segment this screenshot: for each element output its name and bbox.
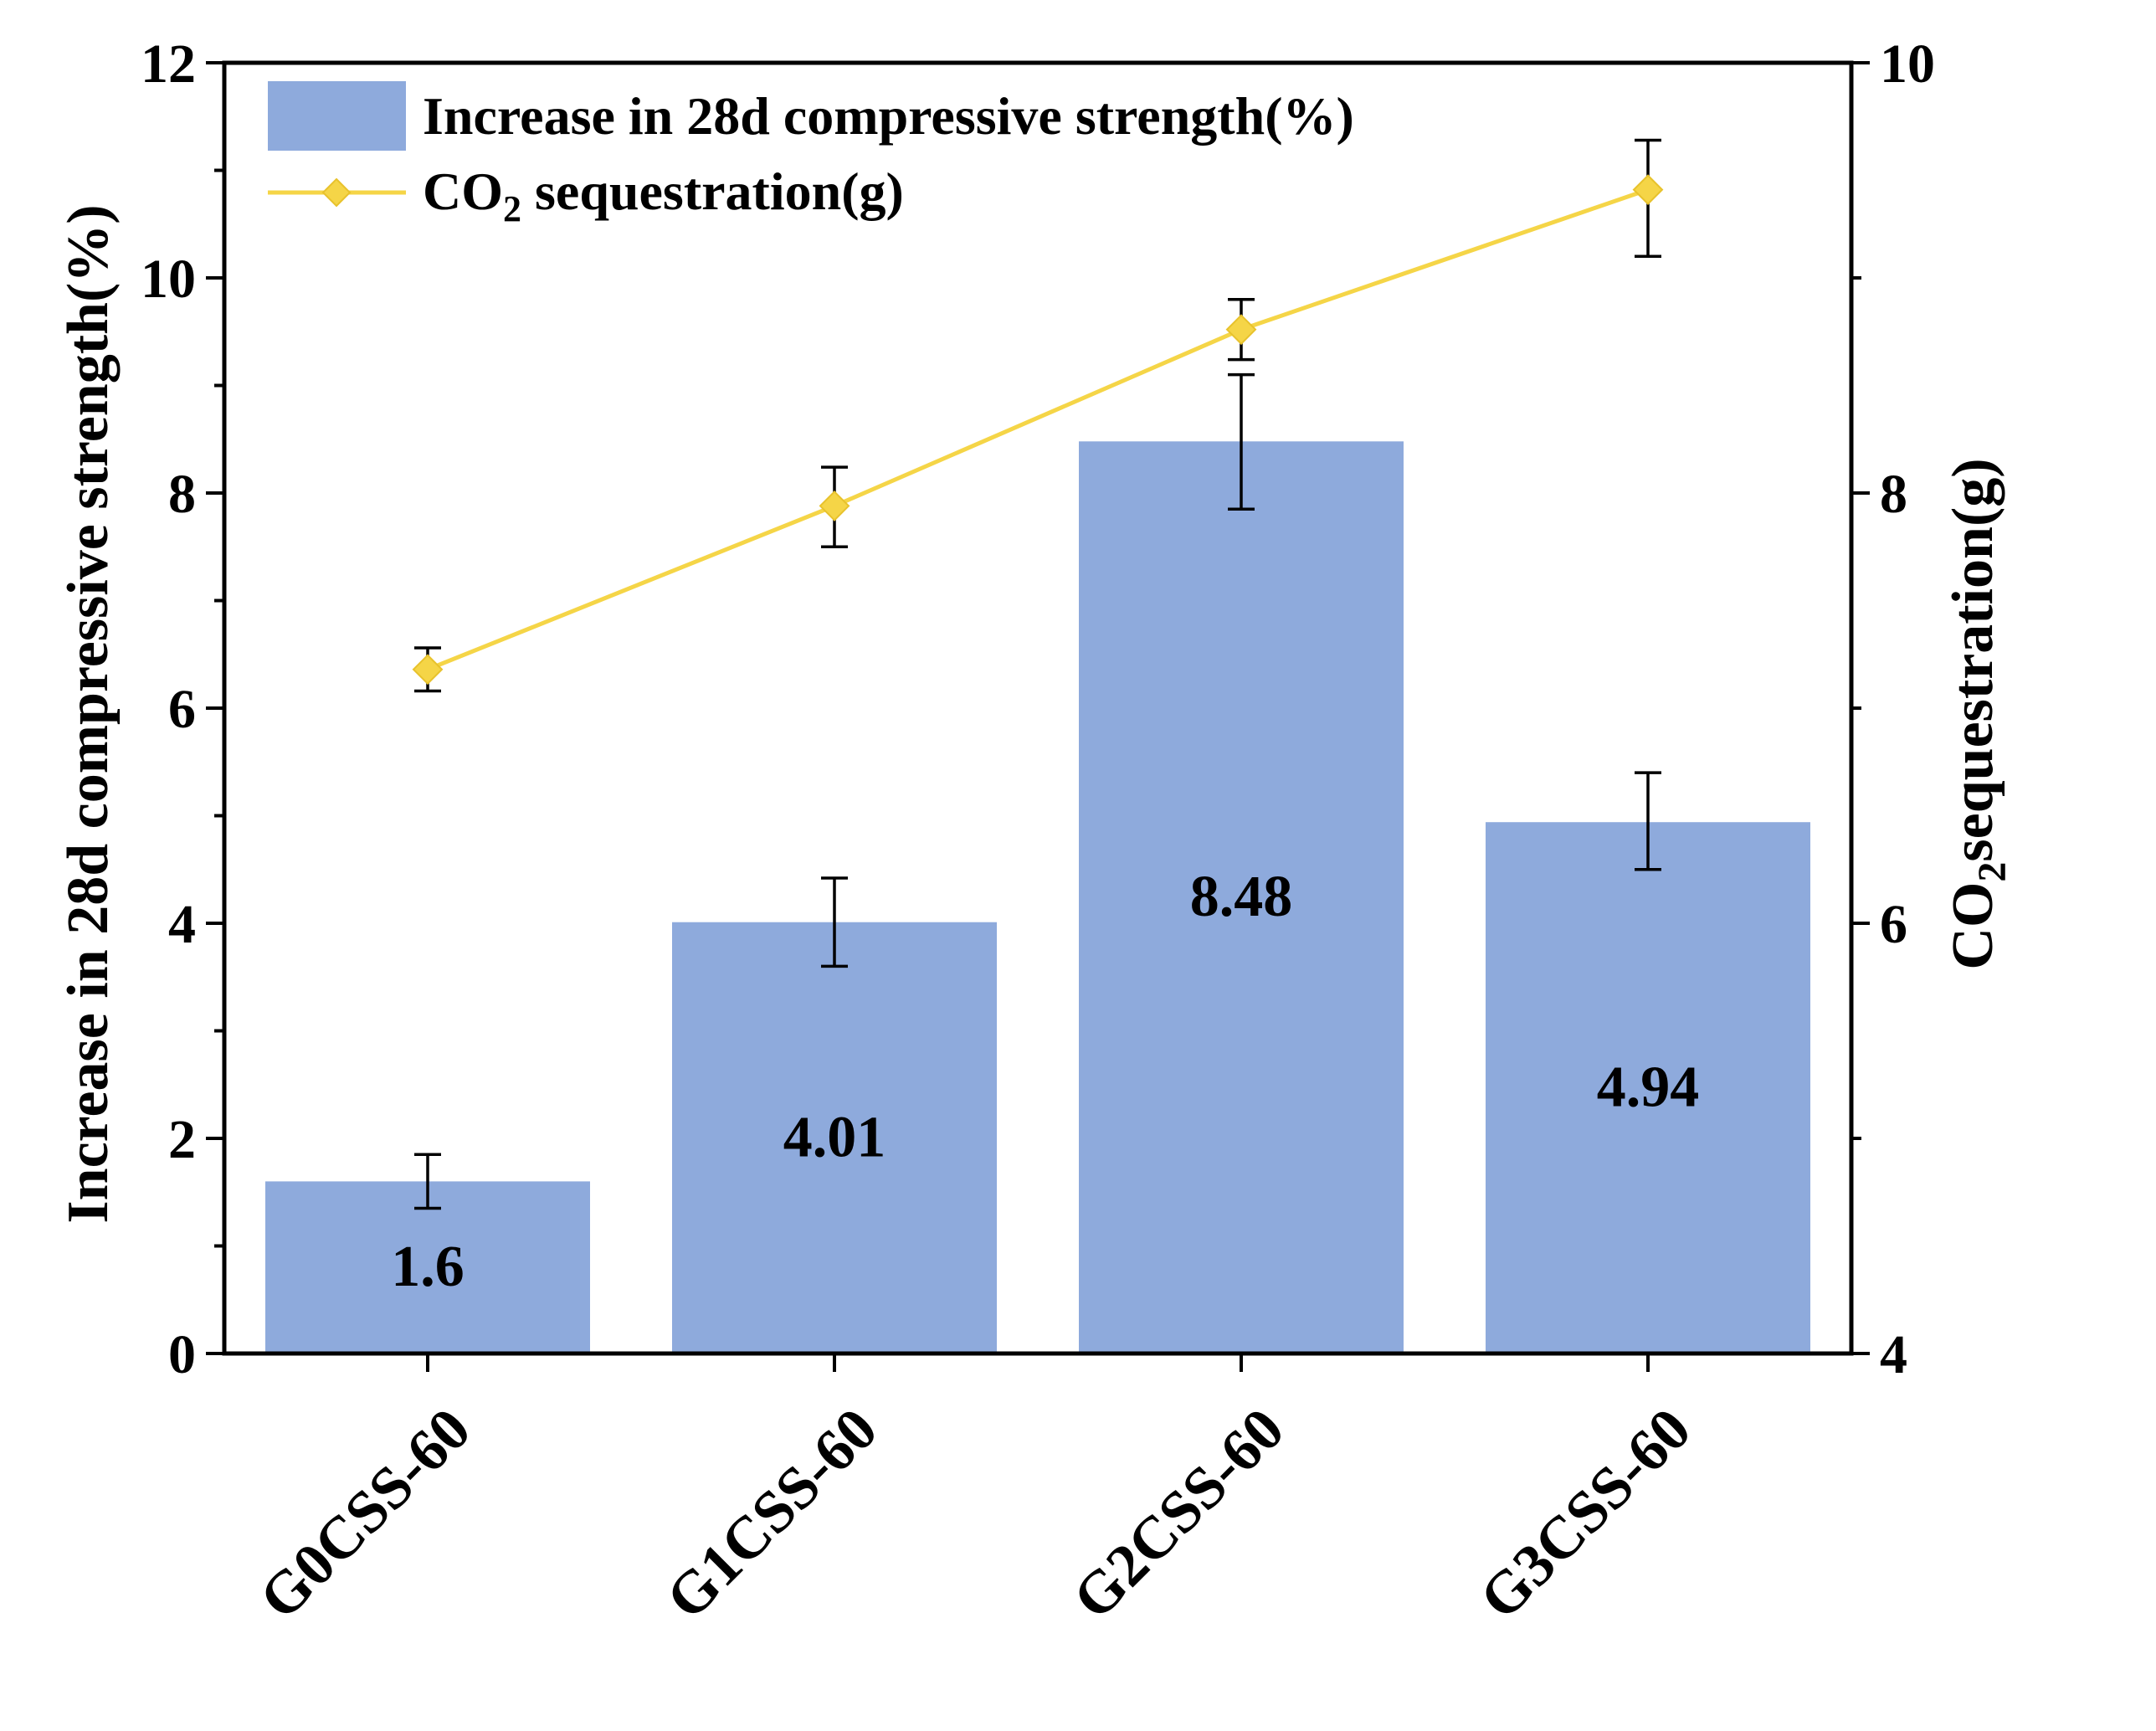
- legend-line-label-suffix: sequestration(g): [521, 162, 904, 221]
- y-axis-left-title: Increase in 28d compressive strength(%): [56, 204, 121, 1223]
- bar-value-label-2: 8.48: [1190, 865, 1293, 929]
- legend: Increase in 28d compressive strength(%) …: [268, 81, 1354, 229]
- legend-line-label-sub: 2: [503, 188, 521, 229]
- co2-point-0: [412, 654, 444, 686]
- line-layer: [412, 138, 1664, 693]
- co2-point-1: [819, 491, 850, 521]
- co2-point-3: [1632, 174, 1664, 206]
- y-left-tick-label-1: 2: [168, 1109, 196, 1170]
- y-axis-right-title-prefix: CO: [1941, 882, 2005, 970]
- y-left-tick-label-6: 12: [141, 33, 196, 95]
- legend-line-label-prefix: CO: [423, 162, 503, 221]
- bar-value-label-0: 1.6: [391, 1235, 465, 1299]
- x-tick-label-0: G0CSS-60: [246, 1395, 483, 1632]
- x-tick-label-3: G3CSS-60: [1466, 1395, 1703, 1632]
- x-tick-label-1: G1CSS-60: [653, 1395, 890, 1632]
- y-left-tick-label-5: 10: [141, 249, 196, 310]
- bars-layer: 1.6 4.01 8.48 4.94: [265, 372, 1810, 1353]
- bar-0: [265, 1181, 590, 1353]
- y-left-tick-label-4: 8: [168, 464, 196, 525]
- y-left-tick-label-0: 0: [168, 1324, 196, 1385]
- y-left-tick-label-2: 4: [168, 894, 196, 955]
- bar-2: [1079, 441, 1404, 1353]
- legend-bar-swatch: [268, 81, 406, 151]
- x-tick-label-2: G2CSS-60: [1060, 1395, 1296, 1632]
- bar-1: [672, 922, 997, 1353]
- legend-line-marker: [321, 177, 352, 208]
- y-right-tick-label-2: 8: [1880, 464, 1907, 525]
- y-right-tick-label-1: 6: [1880, 894, 1907, 955]
- y-axis-right-title-suffix: sequestration(g): [1941, 458, 2005, 861]
- y-right-tick-label-0: 4: [1880, 1324, 1907, 1385]
- y-axis-right-title: CO2sequestration(g): [1941, 458, 2015, 969]
- y-left-tick-label-3: 6: [168, 679, 196, 740]
- y-axis-right-title-sub: 2: [1970, 862, 2015, 882]
- bar-value-label-1: 4.01: [783, 1105, 886, 1169]
- legend-bar-label: Increase in 28d compressive strength(%): [423, 86, 1354, 146]
- legend-line-label: CO2 sequestration(g): [423, 162, 904, 229]
- co2-point-2: [1225, 314, 1257, 346]
- bar-value-label-3: 4.94: [1597, 1056, 1700, 1120]
- y-right-tick-label-3: 10: [1880, 33, 1935, 95]
- co2-line: [427, 187, 1649, 672]
- bar-3: [1486, 822, 1810, 1353]
